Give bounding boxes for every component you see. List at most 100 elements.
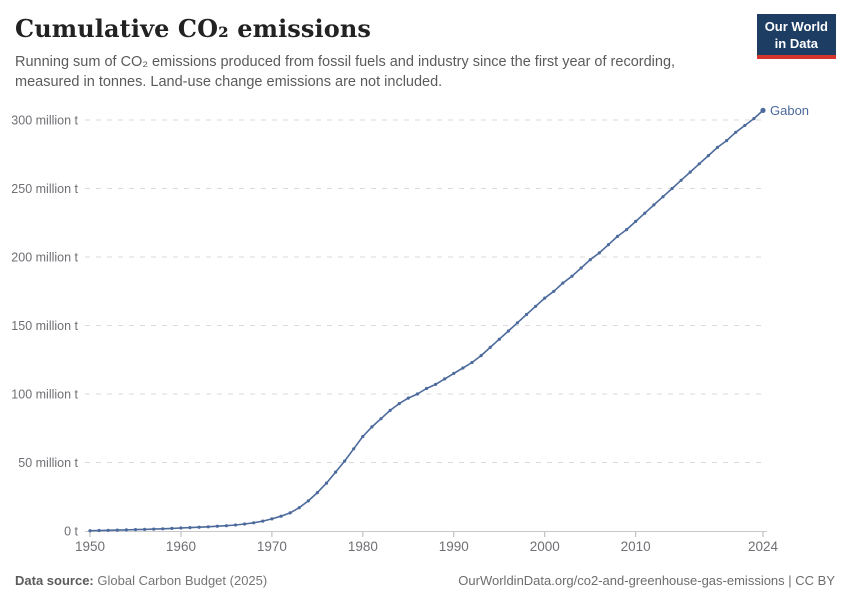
data-point (734, 130, 738, 134)
data-point (397, 402, 401, 406)
data-point (470, 360, 474, 365)
data-point (97, 528, 101, 533)
data-point (515, 321, 520, 325)
data-point (161, 527, 165, 531)
data-point (552, 289, 556, 293)
data-point (270, 517, 274, 521)
y-tick-label: 150 million t (11, 319, 78, 333)
series-line-gabon[interactable] (89, 109, 764, 532)
chart-footer: Data source: Global Carbon Budget (2025)… (15, 573, 835, 588)
data-point (315, 491, 319, 495)
x-tick-label: 1990 (439, 539, 469, 554)
y-tick-label: 250 million t (11, 182, 78, 196)
data-point (361, 434, 365, 439)
data-point (706, 154, 711, 158)
data-point (133, 528, 138, 532)
data-point (579, 266, 583, 270)
data-point (343, 459, 347, 463)
data-point (124, 528, 128, 532)
x-tick-label: 2000 (530, 539, 560, 554)
data-point (388, 408, 392, 412)
owid-logo[interactable]: Our World in Data (756, 14, 836, 60)
data-point (670, 186, 674, 191)
data-point (543, 296, 547, 300)
data-point (725, 139, 729, 143)
data-point (743, 123, 747, 128)
data-point (443, 377, 447, 381)
data-source: Data source: Global Carbon Budget (2025) (15, 573, 267, 588)
y-tick-label: 300 million t (11, 114, 78, 128)
data-point (88, 529, 92, 533)
data-point (497, 337, 501, 341)
data-point (224, 524, 228, 528)
data-point (243, 522, 247, 526)
data-point (215, 524, 219, 528)
page-title: Cumulative CO₂ emissions (15, 14, 372, 43)
data-point (643, 211, 647, 215)
data-point (524, 312, 529, 317)
data-source-value: Global Carbon Budget (2025) (97, 573, 268, 588)
data-point (434, 382, 438, 386)
data-point (588, 258, 592, 262)
data-point (506, 329, 510, 333)
data-point (152, 527, 156, 531)
data-point (297, 506, 301, 510)
data-point (697, 162, 701, 166)
x-tick-label: 2024 (748, 539, 779, 554)
data-point (324, 481, 329, 485)
chart-header: Cumulative CO₂ emissions Running sum of … (15, 14, 750, 92)
data-point (424, 386, 429, 391)
data-point (279, 514, 283, 518)
data-point (570, 274, 574, 278)
data-point (252, 521, 256, 525)
data-point (115, 528, 119, 532)
data-point (233, 523, 238, 527)
data-point (615, 234, 620, 238)
data-point (625, 228, 629, 232)
data-point (197, 525, 201, 529)
end-point (760, 107, 766, 113)
x-tick-label: 1960 (166, 539, 196, 554)
x-tick-label: 1950 (75, 539, 105, 554)
data-point (352, 447, 356, 451)
data-point (170, 526, 174, 530)
data-point (661, 195, 665, 199)
data-source-label: Data source: (15, 573, 94, 588)
data-point (379, 417, 383, 421)
data-point (334, 470, 338, 474)
data-point (688, 170, 692, 174)
data-point (597, 251, 601, 255)
data-point (715, 145, 720, 149)
data-point (261, 519, 265, 523)
data-point (188, 526, 192, 530)
y-tick-label: 200 million t (11, 251, 78, 265)
x-tick-label: 1970 (257, 539, 287, 554)
data-point (606, 243, 611, 247)
y-tick-label: 50 million t (18, 456, 78, 470)
data-point (452, 371, 456, 375)
owid-logo-line-1: Our World (764, 19, 828, 34)
data-point (106, 528, 110, 532)
data-point (461, 366, 465, 370)
data-point (534, 304, 538, 308)
data-point (306, 499, 310, 503)
x-tick-label: 2010 (621, 539, 651, 554)
series-label-gabon[interactable]: Gabon (770, 105, 809, 118)
data-point (479, 354, 483, 358)
chart-svg: 0 t 50 million t 100 million t 150 million … (11, 105, 809, 554)
data-point (561, 281, 565, 285)
data-point (143, 527, 147, 531)
y-tick-label: 100 million t (11, 388, 78, 402)
data-point (370, 425, 374, 429)
data-point (206, 525, 210, 529)
footer-citation[interactable]: OurWorldinData.org/co2-and-greenhouse-ga… (458, 573, 835, 588)
data-point (652, 203, 656, 207)
data-point (679, 178, 683, 182)
data-point (179, 526, 183, 530)
data-point (752, 117, 756, 121)
owid-logo-line-2: in Data (774, 35, 819, 51)
data-point (415, 392, 419, 396)
data-point (634, 219, 638, 223)
data-point (488, 345, 492, 349)
